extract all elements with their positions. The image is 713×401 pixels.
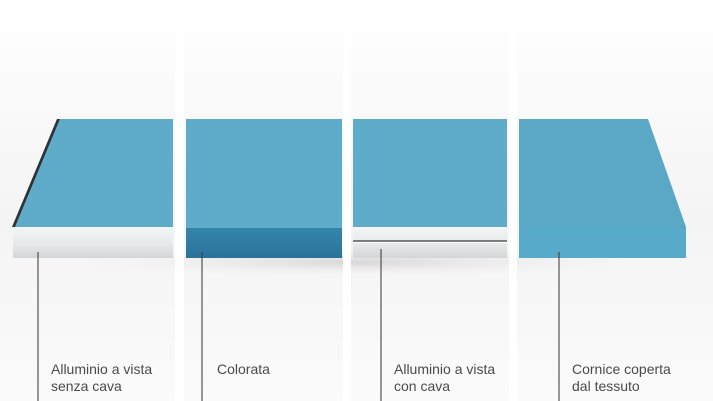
panel-front-edge xyxy=(519,227,686,258)
panel-alluminio-senza-cava xyxy=(12,119,173,258)
panel-colorata xyxy=(186,119,342,258)
caption-line: dal tessuto xyxy=(572,378,640,394)
caption-alluminio-senza-cava: Alluminio a vista senza cava xyxy=(51,361,152,395)
panel-face xyxy=(15,119,173,227)
panel-face xyxy=(186,119,342,228)
panel-side-edge xyxy=(12,119,60,227)
caption-line: senza cava xyxy=(51,378,122,394)
panel-cornice-coperta xyxy=(519,119,686,258)
caption-line: Alluminio a vista xyxy=(394,361,496,377)
caption-colorata: Colorata xyxy=(217,361,270,378)
caption-line: con cava xyxy=(394,378,451,394)
panel-alluminio-con-cava xyxy=(353,119,507,258)
divider xyxy=(509,0,517,401)
edge-groove xyxy=(353,240,507,242)
edge-groove-highlight xyxy=(353,242,507,243)
panel-front-edge xyxy=(13,227,173,258)
caption-line: Cornice coperta xyxy=(572,361,671,377)
caption-cornice-coperta: Cornice coperta dal tessuto xyxy=(572,361,671,395)
caption-alluminio-con-cava: Alluminio a vista con cava xyxy=(394,361,495,395)
panel-face xyxy=(353,119,507,227)
divider xyxy=(343,0,351,401)
caption-line: Alluminio a vista xyxy=(51,361,153,377)
panel-front-edge xyxy=(186,228,342,258)
divider xyxy=(175,0,184,401)
caption-line: Colorata xyxy=(217,361,270,377)
panel-face xyxy=(519,119,686,227)
